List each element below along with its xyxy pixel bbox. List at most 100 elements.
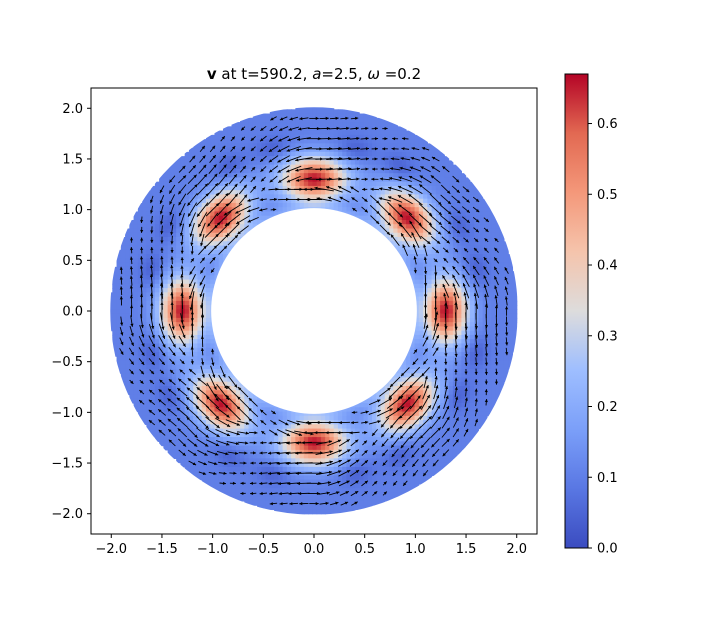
field-cell xyxy=(435,313,441,319)
field-cell xyxy=(508,258,514,264)
field-cell xyxy=(201,271,207,276)
field-cell xyxy=(371,454,377,459)
field-cell xyxy=(384,151,390,157)
field-cell xyxy=(363,211,369,217)
field-cell xyxy=(376,194,382,200)
field-cell xyxy=(163,241,169,247)
field-cell xyxy=(380,449,386,455)
field-cell xyxy=(359,198,365,204)
field-cell xyxy=(393,403,399,408)
field-cell xyxy=(389,130,394,136)
field-cell xyxy=(180,381,186,387)
field-cell xyxy=(197,262,203,268)
field-cell xyxy=(440,437,445,442)
field-cell xyxy=(188,237,194,242)
field-cell xyxy=(435,330,441,336)
field-cell xyxy=(218,160,224,166)
field-cell xyxy=(201,266,207,272)
field-cell xyxy=(448,351,454,357)
field-cell xyxy=(461,194,467,200)
field-cell xyxy=(210,143,216,149)
field-cell xyxy=(265,207,271,213)
field-cell xyxy=(418,403,424,408)
field-cell xyxy=(188,432,194,438)
field-cell xyxy=(401,364,407,370)
field-cell xyxy=(227,143,233,149)
field-cell xyxy=(257,113,262,119)
field-cell xyxy=(320,202,326,208)
field-cell xyxy=(457,177,462,183)
field-cell xyxy=(512,305,518,310)
field-cell xyxy=(461,279,467,285)
field-cell xyxy=(210,394,216,400)
field-cell xyxy=(184,305,190,310)
field-cell xyxy=(508,305,514,310)
field-cell xyxy=(146,411,152,417)
field-cell xyxy=(171,300,177,306)
field-cell xyxy=(380,386,386,391)
field-cell xyxy=(337,411,343,417)
field-cell xyxy=(171,377,177,383)
field-cell xyxy=(257,215,262,221)
field-cell xyxy=(210,428,216,434)
field-cell xyxy=(448,237,454,242)
field-cell xyxy=(214,458,220,464)
field-cell xyxy=(261,134,267,140)
field-cell xyxy=(150,415,156,421)
field-cell xyxy=(278,143,284,149)
field-cell xyxy=(499,279,505,285)
field-cell xyxy=(308,202,313,208)
field-cell xyxy=(427,147,433,153)
field-cell xyxy=(248,151,254,157)
field-cell xyxy=(346,177,352,183)
field-cell xyxy=(282,202,288,208)
field-cell xyxy=(440,326,445,332)
field-cell xyxy=(167,185,173,191)
field-cell xyxy=(201,173,207,179)
field-cell xyxy=(393,445,399,451)
field-cell xyxy=(418,343,424,349)
field-cell xyxy=(384,432,390,438)
field-cell xyxy=(269,134,275,140)
field-cell xyxy=(354,207,360,213)
field-cell xyxy=(452,224,458,230)
field-cell xyxy=(176,458,182,464)
field-cell xyxy=(180,424,186,430)
field-cell xyxy=(350,407,356,413)
field-cell xyxy=(125,249,130,255)
field-cell xyxy=(393,151,399,157)
field-cell xyxy=(125,228,130,234)
field-cell xyxy=(376,458,382,464)
field-cell xyxy=(448,445,454,451)
field-cell xyxy=(410,386,416,391)
field-cell xyxy=(461,309,467,315)
field-cell xyxy=(401,173,407,179)
field-cell xyxy=(150,347,156,353)
field-cell xyxy=(218,424,224,430)
field-cell xyxy=(486,292,492,298)
field-cell xyxy=(452,432,458,438)
field-cell xyxy=(346,147,352,153)
field-cell xyxy=(176,194,182,200)
field-cell xyxy=(423,364,428,370)
field-cell xyxy=(180,266,186,272)
field-cell xyxy=(218,407,224,413)
field-cell xyxy=(376,390,382,396)
field-cell xyxy=(154,194,160,200)
field-cell xyxy=(325,122,331,127)
field-cell xyxy=(176,445,182,451)
field-cell xyxy=(291,151,296,157)
field-cell xyxy=(146,424,152,430)
field-cell xyxy=(282,424,288,430)
field-cell xyxy=(188,156,194,161)
field-cell xyxy=(469,334,475,340)
field-cell xyxy=(359,130,365,136)
field-cell xyxy=(222,156,228,161)
field-cell xyxy=(448,309,454,315)
field-cell xyxy=(312,105,318,110)
field-cell xyxy=(435,215,441,221)
field-cell xyxy=(205,207,211,213)
field-cell xyxy=(499,381,505,387)
field-cell xyxy=(320,458,326,464)
field-cell xyxy=(210,454,216,459)
